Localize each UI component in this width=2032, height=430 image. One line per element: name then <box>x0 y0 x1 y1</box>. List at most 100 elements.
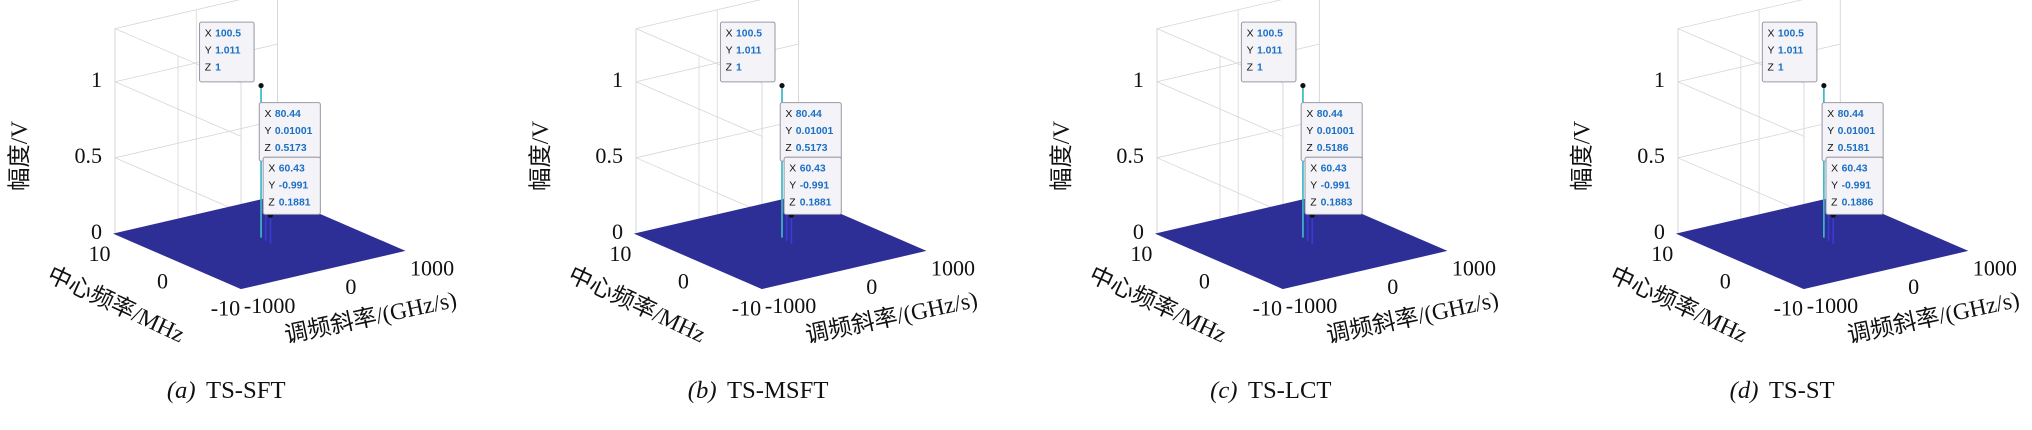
datatip-field: X <box>1768 29 1775 40</box>
y-tick-label: -10 <box>1253 296 1282 321</box>
datatip-value: 1.011 <box>1778 45 1804 56</box>
x-tick-label: 0 <box>1387 274 1398 299</box>
datatip-field: X <box>1247 29 1254 40</box>
datatip-value: 60.43 <box>1321 164 1347 175</box>
datatip-value: 0.5181 <box>1838 143 1870 154</box>
caption-title: TS-ST <box>1769 377 1835 404</box>
datatip-field: Z <box>205 62 212 73</box>
datatip-value: 0.5186 <box>1317 143 1349 154</box>
datatip-value: 1 <box>215 62 221 73</box>
datatip-value: -0.991 <box>800 181 830 192</box>
datatip-marker <box>258 82 264 89</box>
datatip-box <box>1825 156 1884 215</box>
datatip-value: 60.43 <box>1842 164 1868 175</box>
datatip-field: Z <box>1768 62 1775 73</box>
datatip-value: 100.5 <box>1257 29 1283 40</box>
y-tick-label: 10 <box>88 241 110 266</box>
datatip-field: Z <box>789 197 796 208</box>
datatip-value: 0.1883 <box>1321 197 1353 208</box>
datatip-value: 80.44 <box>1317 109 1343 120</box>
x-tick-label: 0 <box>866 274 877 299</box>
datatip-value: 0.1886 <box>1842 197 1874 208</box>
datatip-value: 80.44 <box>796 109 822 120</box>
y-tick-label: 10 <box>1651 241 1673 266</box>
datatip-field: X <box>789 164 796 175</box>
z-tick-label: 0.5 <box>595 143 623 168</box>
datatip-value: 0.01001 <box>1317 126 1355 137</box>
datatip-box <box>198 21 255 83</box>
datatip-field: Y <box>1310 181 1317 192</box>
datatip-value: 1 <box>1778 62 1784 73</box>
datatip: X 80.44 Y 0.01001 Z 0.5173 <box>258 102 321 162</box>
datatip-value: 1.011 <box>736 45 762 56</box>
datatip-field: Y <box>264 126 271 137</box>
datatip-value: -0.991 <box>1321 181 1351 192</box>
y-tick-label: -10 <box>1774 296 1803 321</box>
datatip-value: 1.011 <box>1257 45 1283 56</box>
z-tick-label: 0 <box>1133 219 1144 244</box>
datatip: X 60.43 Y -0.991 Z 0.1881 <box>262 156 321 215</box>
datatip-marker <box>779 82 785 89</box>
datatip-field: Z <box>268 197 275 208</box>
datatip-box <box>1761 21 1818 83</box>
datatip-field: X <box>1310 164 1317 175</box>
datatip-field: Z <box>264 143 271 154</box>
y-tick-label: 0 <box>678 268 689 293</box>
datatip-field: Y <box>1247 45 1254 56</box>
datatip-value: 0.1881 <box>279 197 311 208</box>
datatip-value: -0.991 <box>1842 181 1872 192</box>
datatip-field: X <box>1831 164 1838 175</box>
datatip-field: Y <box>1306 126 1313 137</box>
y-tick-label: 10 <box>609 241 631 266</box>
z-axis-label: 幅度/V <box>6 121 33 191</box>
x-axis-label: 调频斜率/(GHz/s) <box>1324 286 1501 349</box>
datatip-field: Y <box>268 181 275 192</box>
z-tick-label: 0.5 <box>1116 143 1144 168</box>
datatip-field: X <box>205 29 212 40</box>
datatip: X 60.43 Y -0.991 Z 0.1883 <box>1304 156 1363 215</box>
datatip-field: X <box>268 164 275 175</box>
datatip-field: Y <box>789 181 796 192</box>
datatip-field: Z <box>726 62 733 73</box>
datatip-value: 0.5173 <box>275 143 307 154</box>
datatip-value: -0.991 <box>279 181 309 192</box>
z-axis-label: 幅度/V <box>1569 121 1596 191</box>
x-tick-label: 0 <box>345 274 356 299</box>
caption-title: TS-MSFT <box>727 377 828 404</box>
x-tick-label: 0 <box>1908 274 1919 299</box>
datatip-value: 100.5 <box>215 29 241 40</box>
datatip-value: 0.01001 <box>1838 126 1876 137</box>
z-tick-label: 0.5 <box>74 143 102 168</box>
caption-title: TS-SFT <box>206 377 286 404</box>
z-tick-label: 0 <box>91 219 102 244</box>
y-tick-label: 0 <box>157 268 168 293</box>
z-tick-label: 1 <box>1133 67 1144 92</box>
datatip: X 80.44 Y 0.01001 Z 0.5181 <box>1821 102 1884 162</box>
datatip-field: Y <box>1831 181 1838 192</box>
datatip-field: Y <box>1827 126 1834 137</box>
datatip-box <box>1240 21 1297 83</box>
datatip-value: 0.01001 <box>275 126 313 137</box>
datatip-field: X <box>785 109 792 120</box>
datatip-field: Y <box>205 45 212 56</box>
datatip: X 60.43 Y -0.991 Z 0.1881 <box>783 156 842 215</box>
z-tick-label: 1 <box>612 67 623 92</box>
caption-title: TS-LCT <box>1248 377 1332 404</box>
datatip-field: Y <box>726 45 733 56</box>
datatip-value: 0.5173 <box>796 143 828 154</box>
datatip-value: 0.01001 <box>796 126 834 137</box>
datatip-box <box>783 156 842 215</box>
datatip-field: X <box>726 29 733 40</box>
x-tick-label: 1000 <box>410 255 454 280</box>
z-tick-label: 1 <box>91 67 102 92</box>
x-tick-label: 1000 <box>1973 255 2017 280</box>
datatip-value: 100.5 <box>736 29 762 40</box>
datatip-value: 60.43 <box>279 164 305 175</box>
datatip-value: 1 <box>1257 62 1263 73</box>
z-tick-label: 0.5 <box>1637 143 1665 168</box>
